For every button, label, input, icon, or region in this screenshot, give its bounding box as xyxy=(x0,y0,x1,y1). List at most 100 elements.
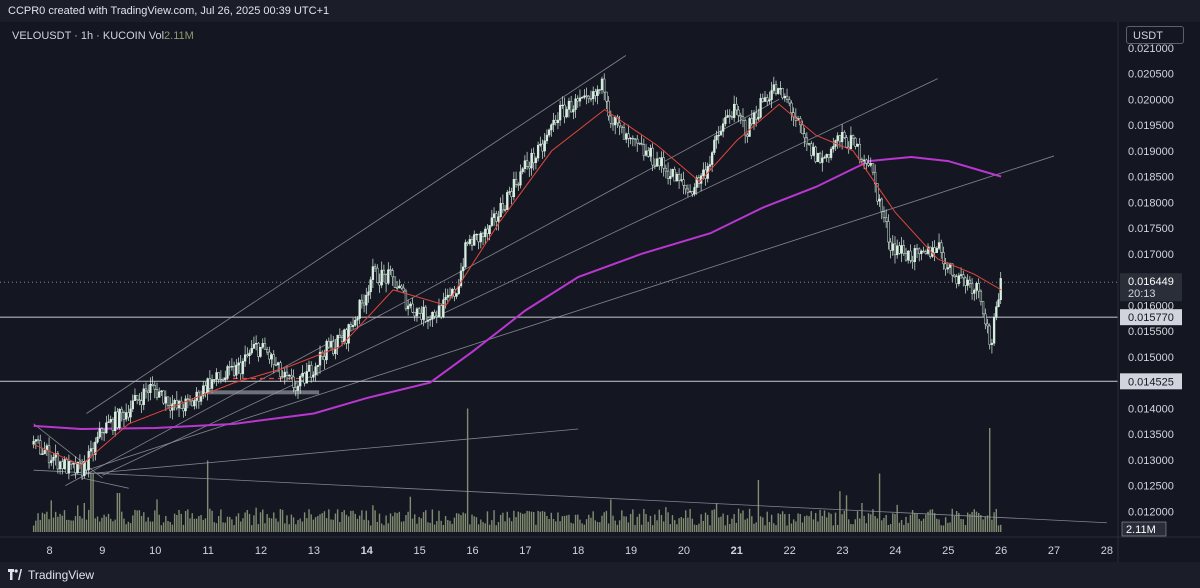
candle-body xyxy=(728,115,731,117)
volume-bar xyxy=(173,513,176,532)
chart-area[interactable]: 0.021000 0.020500 0.020000 0.019500 0.019000… xyxy=(0,22,1200,562)
volume-bar xyxy=(848,519,850,532)
candle-body xyxy=(896,245,899,256)
trend-line xyxy=(70,155,1055,476)
volume-bar xyxy=(255,507,257,532)
volume-bar xyxy=(920,520,923,532)
x-tick-label: 13 xyxy=(308,545,320,557)
volume-bar xyxy=(751,516,753,532)
price-chart[interactable]: 0.021000 0.020500 0.020000 0.019500 0.019000… xyxy=(0,22,1200,562)
volume-bar xyxy=(634,525,636,532)
volume-bar xyxy=(768,521,771,532)
candle-body xyxy=(325,340,328,361)
volume-bar xyxy=(85,519,88,532)
candle-body xyxy=(669,176,672,179)
candle-body xyxy=(435,315,438,318)
volume-bar xyxy=(486,511,489,532)
volume-bar xyxy=(724,525,727,532)
candle-body xyxy=(986,323,989,327)
volume-bar xyxy=(982,519,984,532)
volume-bar xyxy=(742,510,744,532)
candle-body xyxy=(964,277,967,286)
volume-bar xyxy=(960,518,962,532)
volume-bar xyxy=(405,515,407,532)
candle-body xyxy=(508,191,511,193)
volume-bar xyxy=(746,518,749,532)
candle-body xyxy=(100,428,104,433)
volume-bar xyxy=(623,516,625,532)
x-tick-label: 20 xyxy=(678,545,690,557)
candle-body xyxy=(893,243,897,256)
candle-body xyxy=(164,396,167,404)
symbol-legend[interactable]: VELOUSDT · 1h · KUCOIN Vol2.11M xyxy=(12,30,194,42)
volume-bar xyxy=(224,522,226,532)
volume-bar xyxy=(625,516,627,532)
volume-bar xyxy=(528,511,530,532)
volume-bar xyxy=(832,525,834,532)
volume-bar xyxy=(396,513,398,532)
candle-body xyxy=(459,270,463,287)
candle-body xyxy=(217,372,220,380)
candle-body xyxy=(616,116,619,124)
candle-body xyxy=(558,104,562,121)
x-tick-label: 25 xyxy=(942,545,954,557)
volume-bar xyxy=(440,520,442,532)
candle-body xyxy=(424,306,427,322)
candle-body xyxy=(576,98,579,102)
candle-body xyxy=(973,290,976,294)
candle-body xyxy=(840,131,844,143)
volume-bar xyxy=(825,517,828,532)
candle-body xyxy=(761,98,764,102)
candle-body xyxy=(468,239,471,244)
candle-body xyxy=(940,242,943,253)
volume-bar xyxy=(136,510,138,532)
volume-bar xyxy=(1000,524,1002,532)
candle-body xyxy=(83,461,86,477)
candle-body xyxy=(913,248,916,263)
volume-bar xyxy=(828,512,830,532)
candle-body xyxy=(975,283,978,291)
volume-bar xyxy=(579,519,581,532)
volume-bar xyxy=(513,510,515,532)
candle-body xyxy=(147,390,150,393)
candle-body xyxy=(671,169,674,177)
volume-bar xyxy=(740,513,742,532)
candle-body xyxy=(413,311,416,317)
candle-body xyxy=(488,225,491,234)
volume-bar xyxy=(991,519,993,532)
candle-body xyxy=(746,134,749,137)
candle-body xyxy=(880,198,883,212)
volume-bar xyxy=(39,519,41,532)
candle-body xyxy=(265,349,269,353)
candle-body xyxy=(301,372,304,377)
candle-body xyxy=(41,453,44,455)
candle-body xyxy=(261,343,264,348)
candle-body xyxy=(314,366,317,376)
volume-bar xyxy=(449,520,451,532)
volume-bar xyxy=(184,510,187,532)
candle-body xyxy=(444,297,447,301)
candle-body xyxy=(270,354,273,360)
volume-bar xyxy=(158,514,160,532)
candle-body xyxy=(470,239,474,246)
volume-bar xyxy=(506,511,508,532)
volume-bar xyxy=(336,509,339,532)
candle-body xyxy=(625,133,628,140)
candle-body xyxy=(376,267,379,283)
x-tick-label: 10 xyxy=(149,545,161,557)
candle-body xyxy=(345,329,348,344)
volume-bar xyxy=(502,512,504,532)
candle-body xyxy=(821,157,824,163)
volume-bar xyxy=(140,516,143,532)
candle-body xyxy=(340,337,344,342)
volume-bar xyxy=(632,509,634,532)
currency-unit-button[interactable]: USDT xyxy=(1126,26,1184,44)
volume-bar xyxy=(735,522,738,532)
candle-body xyxy=(523,160,527,169)
volume-bar xyxy=(169,521,171,532)
candle-body xyxy=(349,324,353,327)
volume-bar xyxy=(132,515,134,532)
volume-bar xyxy=(383,525,385,532)
candle-body xyxy=(503,209,507,211)
candle-body xyxy=(885,217,888,222)
